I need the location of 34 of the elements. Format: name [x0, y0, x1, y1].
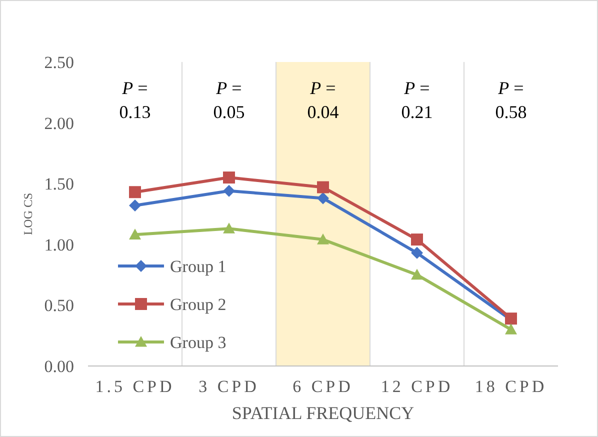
y-tick-label: 2.50 — [44, 52, 74, 72]
point — [129, 228, 141, 240]
x-tick-label: 18 CPD — [474, 377, 548, 396]
point — [505, 324, 517, 334]
annotation: P = 0.04 — [307, 78, 339, 122]
point — [411, 246, 423, 259]
annotation: P = 0.21 — [401, 78, 433, 122]
y-tick-label: 0.50 — [44, 296, 74, 316]
x-tick-label: 3 CPD — [198, 377, 260, 396]
legend-label: Group 2 — [170, 294, 226, 314]
x-tick-label: 1.5 CPD — [95, 377, 175, 396]
point — [223, 172, 235, 184]
point — [317, 234, 329, 244]
y-axis-title: LOG CS — [21, 192, 35, 236]
point — [223, 184, 235, 197]
annotation: P = 0.05 — [213, 78, 245, 122]
point — [317, 181, 329, 194]
x-tick-label: 12 CPD — [380, 377, 454, 396]
point — [129, 186, 141, 198]
y-tick-label: 1.00 — [44, 235, 74, 254]
y-tick-label: 0.00 — [44, 356, 74, 376]
point — [129, 199, 141, 212]
y-tick-label: 2.00 — [44, 114, 74, 133]
point — [411, 234, 423, 246]
point — [411, 268, 423, 280]
point — [223, 222, 235, 234]
point — [317, 192, 329, 204]
x-axis-title: SPATIAL FREQUENCY — [232, 403, 414, 423]
annotation: P = 0.13 — [119, 78, 151, 122]
x-tick-label: 6 CPD — [292, 377, 354, 396]
annotation: P = 0.58 — [495, 78, 527, 122]
y-tick-label: 1.50 — [44, 174, 74, 194]
legend-label: Group 1 — [170, 256, 226, 276]
legend-label: Group 3 — [170, 332, 226, 352]
